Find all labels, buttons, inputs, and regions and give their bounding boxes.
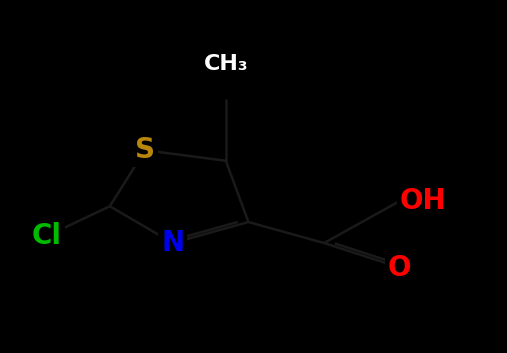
Text: N: N [161, 229, 185, 257]
Text: OH: OH [400, 187, 446, 215]
Text: Cl: Cl [32, 222, 62, 250]
Text: CH₃: CH₃ [203, 54, 248, 74]
Text: O: O [388, 253, 412, 282]
Text: S: S [135, 136, 155, 164]
